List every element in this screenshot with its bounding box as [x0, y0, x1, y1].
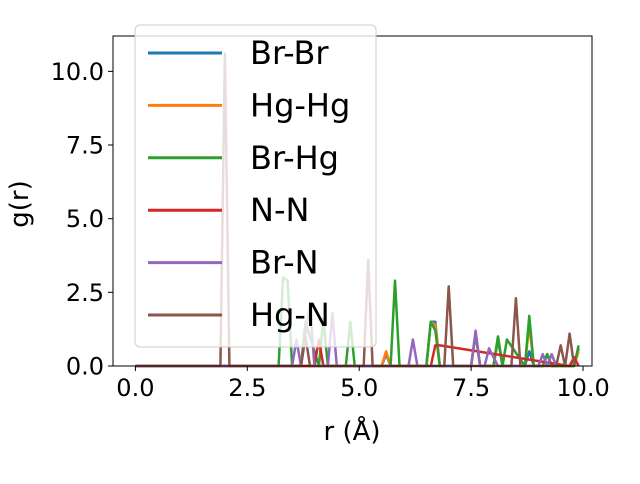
legend-label: Br-N	[250, 244, 319, 282]
series-line-n-n	[135, 338, 580, 368]
legend-label: Hg-N	[250, 296, 330, 334]
legend: Br-Br Hg-Hg Br-Hg N-N Br-N Hg-N	[134, 24, 377, 348]
x-tick-label: 7.5	[452, 374, 490, 402]
legend-label: Br-Hg	[250, 139, 339, 177]
y-tick-label: 7.5	[66, 132, 104, 160]
x-tick-label: 0.0	[116, 374, 154, 402]
x-tick-label: 5.0	[340, 374, 378, 402]
y-tick-label: 5.0	[66, 205, 104, 233]
x-tick-label: 10.0	[556, 374, 609, 402]
x-axis-label: r (Å)	[323, 415, 380, 447]
y-tick-label: 2.5	[66, 279, 104, 307]
legend-label: Br-Br	[250, 34, 329, 72]
x-tick-label: 2.5	[228, 374, 266, 402]
ticks-layer: 0.0 2.5 5.0 7.5 10.0 0.0 2.5 5.0 7.5 10.0	[51, 58, 610, 402]
y-tick-label: 0.0	[66, 353, 104, 381]
y-tick-label: 10.0	[51, 58, 104, 86]
legend-label: N-N	[250, 191, 309, 229]
legend-label: Hg-Hg	[250, 86, 350, 124]
y-axis-label: g(r)	[5, 180, 35, 227]
